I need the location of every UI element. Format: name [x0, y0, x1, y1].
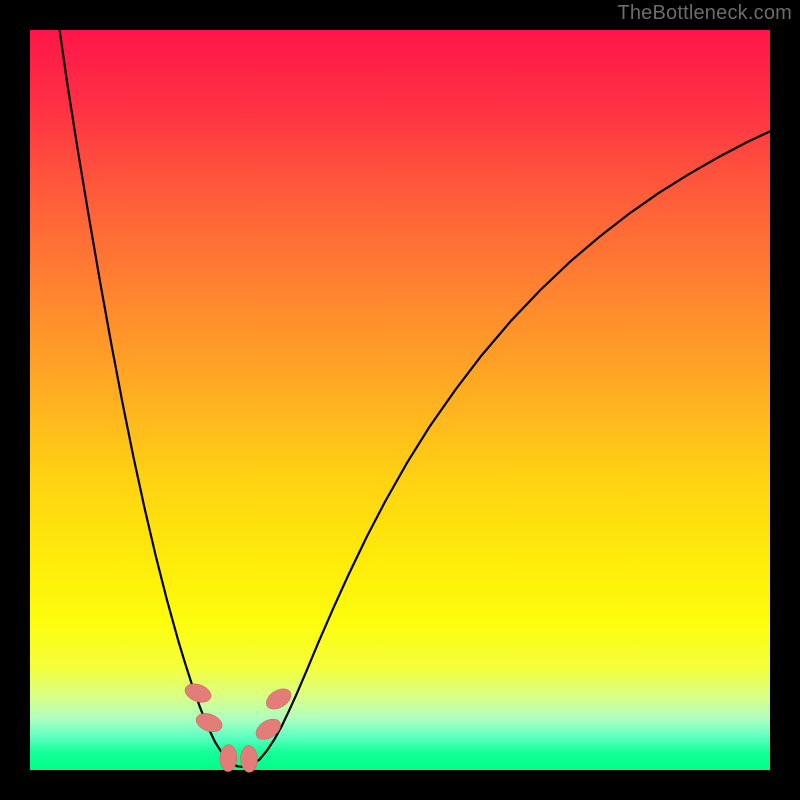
curve-layer: [30, 30, 770, 770]
bottleneck-curve: [60, 30, 770, 767]
chart-frame: TheBottleneck.com: [0, 0, 800, 800]
marker: [193, 710, 224, 735]
marker: [182, 680, 213, 705]
watermark-text: TheBottleneck.com: [617, 2, 792, 25]
marker: [219, 744, 237, 772]
plot-area: [30, 30, 770, 770]
marker: [240, 745, 258, 773]
marker: [252, 715, 284, 744]
markers-group: [182, 680, 294, 772]
